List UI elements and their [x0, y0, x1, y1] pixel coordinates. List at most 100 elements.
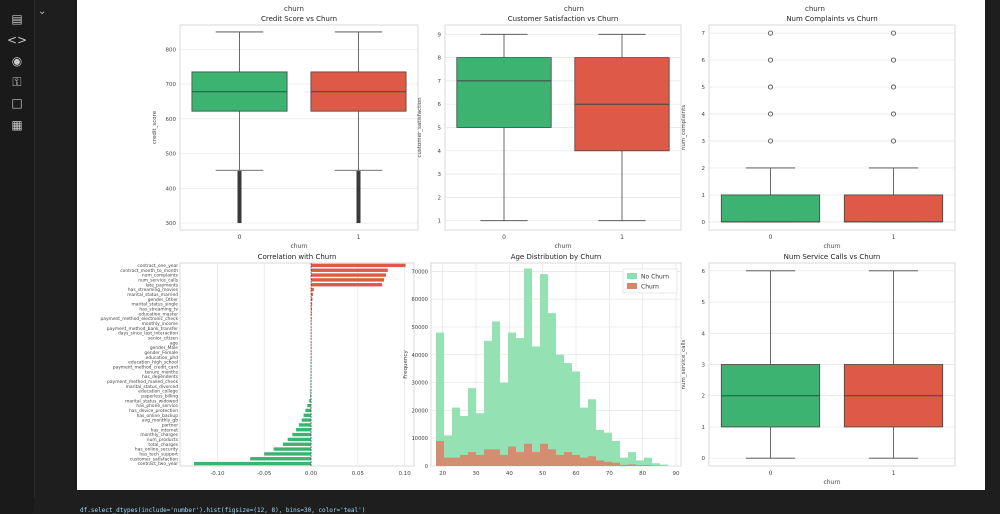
x-tick-label: 0	[769, 470, 773, 477]
hist-bar	[588, 456, 596, 466]
corr-bar	[292, 433, 311, 436]
hist-bar	[604, 462, 612, 466]
y-tick-label: 8	[438, 56, 442, 62]
file-icon[interactable]: ▤	[6, 10, 28, 28]
y-tick-label: 2	[438, 195, 442, 201]
hist-bar	[492, 449, 500, 466]
hist-bar	[636, 465, 644, 466]
corr-bar	[296, 428, 311, 431]
hist-bar	[500, 383, 508, 466]
box-iqr	[844, 195, 942, 222]
hist-bar	[444, 458, 452, 466]
y-tick-label: 40000	[411, 353, 428, 359]
y-tick-label: 6	[438, 102, 442, 108]
code-icon[interactable]: <>	[6, 31, 28, 49]
hist-bar	[556, 355, 564, 466]
key-icon[interactable]: ⚿	[6, 73, 28, 91]
x-tick-label: 70	[606, 471, 613, 477]
corr-bar	[307, 404, 311, 407]
hist-bar	[500, 455, 508, 466]
y-tick-label: 7	[702, 31, 706, 37]
legend-swatch	[627, 273, 637, 279]
x-axis-label: churn	[823, 243, 840, 250]
x-axis-label: churn	[554, 243, 571, 250]
corr-bar	[311, 288, 314, 291]
y-tick-label: 1	[438, 219, 442, 225]
y-tick-label: 0	[702, 456, 706, 462]
box-iqr	[721, 195, 819, 222]
variables-icon[interactable]: ◉	[6, 52, 28, 70]
hist-bar	[524, 444, 532, 466]
y-tick-label: 500	[166, 152, 177, 158]
y-tick-label: 7	[438, 79, 442, 85]
hist-bar	[620, 465, 628, 466]
corr-bar	[311, 273, 386, 276]
hist-bar	[572, 371, 580, 466]
hist-bar	[516, 452, 524, 466]
y-tick-label: 700	[166, 82, 177, 88]
y-tick-label: 20000	[411, 408, 428, 414]
y-tick-label: 800	[166, 47, 177, 53]
y-tick-label: 3	[702, 363, 706, 369]
hist-bar	[572, 455, 580, 466]
x-tick-label: 90	[673, 471, 680, 477]
hist-bar	[548, 449, 556, 466]
y-tick-label: 50000	[411, 325, 428, 331]
hist-bar	[540, 444, 548, 466]
x-tick-label: 0.10	[399, 471, 412, 477]
corr-bar	[302, 418, 311, 421]
y-tick-label: 6	[702, 58, 706, 64]
x-tick-label: 30	[473, 471, 480, 477]
hist-bar	[540, 274, 548, 466]
panel-0-frame	[180, 25, 418, 230]
corr-bar	[311, 283, 382, 286]
hist-bar	[628, 452, 636, 466]
x-tick-label: 40	[506, 471, 513, 477]
y-tick-label: 60000	[411, 297, 428, 303]
y-tick-label: contract_two_year	[138, 461, 179, 467]
folder-icon[interactable]: □	[6, 94, 28, 112]
x-axis-label: churn	[290, 243, 307, 250]
y-tick-label: 300	[166, 221, 177, 227]
y-tick-label: 5	[702, 300, 706, 306]
chevron-down-icon[interactable]: ⌄	[38, 6, 46, 17]
hist-bar	[532, 346, 540, 466]
y-tick-label: 400	[166, 186, 177, 192]
x-tick-label: 60	[573, 471, 580, 477]
y-tick-label: 4	[438, 149, 442, 155]
legend-label: Churn	[641, 284, 659, 291]
hist-bar	[596, 460, 604, 466]
chart-title: Correlation with Churn	[258, 253, 337, 261]
hist-bar	[580, 408, 588, 466]
outlier-band	[357, 171, 361, 223]
corr-bar	[311, 269, 388, 272]
chart-title: Num Service Calls vs Churn	[784, 253, 881, 261]
corr-bar	[311, 278, 384, 281]
chart-title: Credit Score vs Churn	[261, 15, 337, 23]
x-tick-label: 1	[892, 470, 896, 477]
hist-bar	[620, 458, 628, 466]
corr-bar	[283, 443, 311, 446]
hist-bar	[564, 452, 572, 466]
y-axis-label: num_service_calls	[681, 339, 687, 389]
corr-bar	[250, 457, 311, 460]
y-axis-label: Frequency	[403, 350, 409, 379]
y-tick-label: 1	[702, 193, 706, 199]
x-tick-label: 0.00	[305, 471, 318, 477]
x-axis-label: churn	[823, 479, 840, 486]
y-tick-label: 600	[166, 117, 177, 123]
top-caption-2: churn	[564, 5, 584, 13]
hist-bar	[588, 399, 596, 466]
table-icon[interactable]: ▦	[6, 116, 28, 134]
y-tick-label: 5	[438, 126, 442, 132]
hist-bar	[492, 321, 500, 466]
corr-bar	[299, 423, 311, 426]
top-caption-1: churn	[284, 5, 304, 13]
corr-bar	[288, 438, 311, 441]
chart-title: Age Distribution by Churn	[511, 253, 602, 261]
hist-bar	[508, 333, 516, 466]
legend-swatch	[627, 283, 637, 289]
hist-bar	[612, 441, 620, 466]
corr-bar	[194, 462, 311, 465]
